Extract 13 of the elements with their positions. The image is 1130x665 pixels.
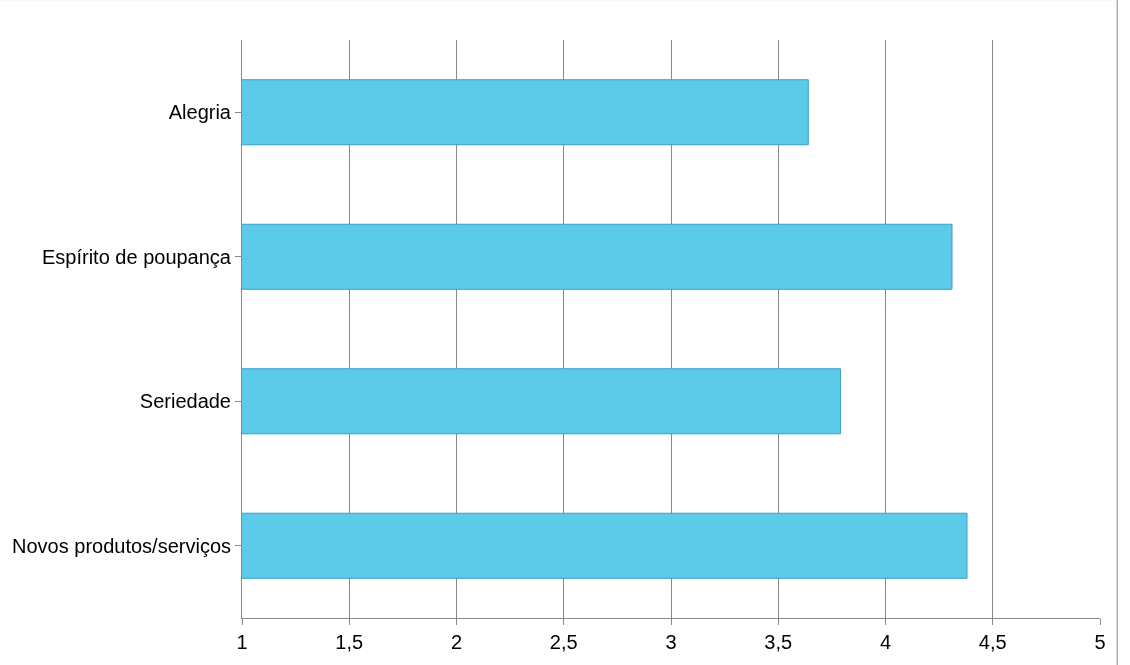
y-tick-label: Novos produtos/serviços: [12, 534, 231, 557]
x-tick-label: 4: [879, 631, 892, 653]
x-tick-label: 1,5: [335, 631, 364, 653]
y-tick-label: Espírito de poupança: [41, 245, 232, 268]
x-tick-label: 1: [236, 631, 248, 653]
x-tick-label: 2: [450, 631, 463, 653]
x-tick-label: 4,5: [978, 631, 1007, 653]
x-tick-label: 3: [665, 631, 677, 653]
y-tick-label: Seriedade: [139, 390, 231, 413]
x-tick-label: 5: [1094, 631, 1106, 653]
y-tick-label: Alegria: [168, 101, 232, 124]
x-tick-label: 3,5: [764, 631, 793, 653]
x-tick-label: 2,5: [549, 631, 578, 653]
